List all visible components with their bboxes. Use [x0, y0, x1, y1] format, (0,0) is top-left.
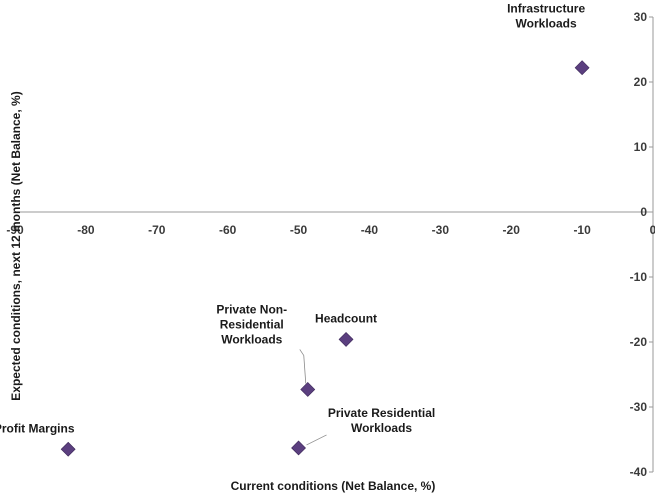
x-tick-label: -50: [290, 223, 308, 237]
x-tick-label: -40: [361, 223, 379, 237]
data-point-marker: [300, 382, 316, 397]
x-tick-label: -60: [219, 223, 237, 237]
y-tick-label: 30: [634, 10, 648, 24]
leader-line: [306, 434, 327, 446]
y-tick-label: -20: [630, 335, 648, 349]
x-tick-label: -70: [148, 223, 166, 237]
x-tick-label: -10: [573, 223, 591, 237]
point-label: Private Non-Residential Workloads: [216, 302, 287, 346]
x-tick-label: -80: [77, 223, 95, 237]
y-tick-label: 10: [634, 140, 648, 154]
y-tick-label: -30: [630, 400, 648, 414]
point-labels: Infrastructure Workloads Headcount Private …: [0, 2, 585, 436]
data-point-marker: [291, 440, 306, 456]
leader-lines: [299, 349, 327, 446]
data-point-marker: [338, 331, 354, 347]
point-label: Private Residential Workloads: [328, 406, 435, 435]
tick-labels: -90 -80 -70 -60 -50 -40 -30 -20 -10 0 30 20 10 0 -10 -2…: [6, 10, 655, 479]
y-tick-label: 20: [634, 75, 648, 89]
x-tick-label: -90: [6, 223, 24, 237]
data-points: [60, 60, 590, 457]
data-point-marker: [60, 441, 76, 457]
point-label: Infrastructure Workloads: [507, 2, 585, 31]
x-tick-label: -20: [503, 223, 521, 237]
data-point-marker: [574, 60, 590, 76]
y-tick-label: -10: [630, 270, 648, 284]
x-tick-label: 0: [650, 223, 655, 237]
x-tick-label: -30: [432, 223, 450, 237]
y-tick-label: -40: [630, 465, 648, 479]
y-tick-label: 0: [640, 205, 647, 219]
point-label: Profit Margins: [0, 421, 75, 435]
leader-line: [299, 349, 307, 384]
axes: [15, 16, 654, 473]
point-label: Headcount: [315, 311, 377, 325]
y-axis-title: Expected conditions, next 12 months (Net…: [9, 91, 23, 400]
x-axis-title: Current conditions (Net Balance, %): [231, 479, 436, 493]
